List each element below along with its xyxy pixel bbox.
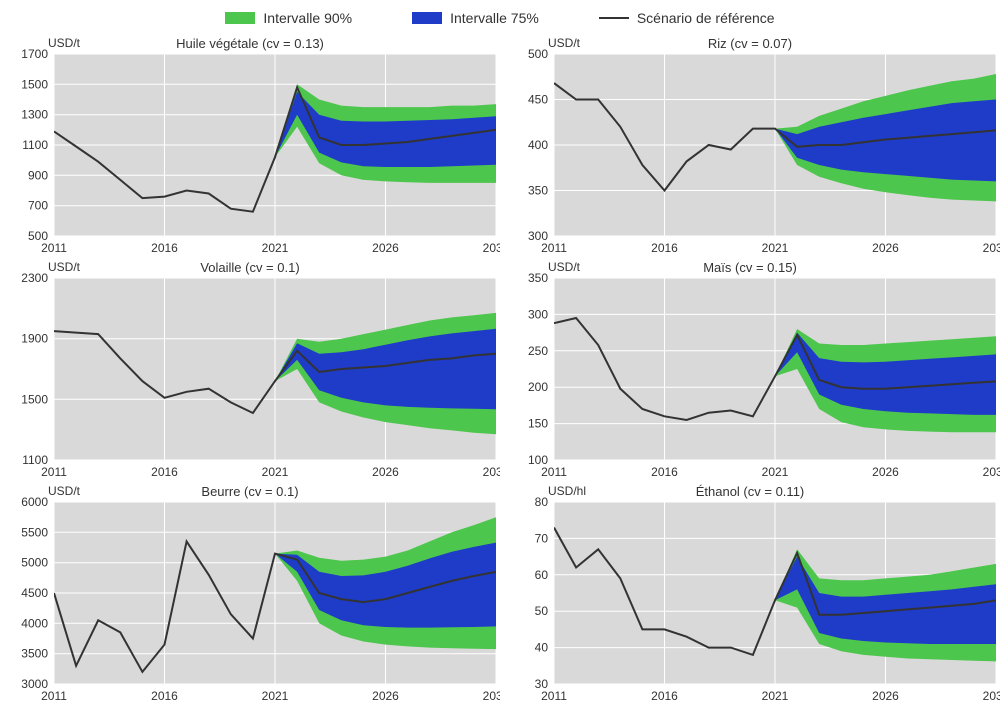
svg-text:350: 350 [528, 184, 548, 198]
x-axis: 2011 2016 2021 2026 2031 [541, 465, 1000, 479]
x-axis: 2011 2016 2021 2026 2031 [541, 689, 1000, 703]
panel-maize: USD/t Maïs (cv = 0.15) 10015020025030035… [500, 256, 1000, 480]
panel-title: Riz (cv = 0.07) [500, 36, 1000, 51]
svg-text:2031: 2031 [483, 465, 500, 479]
legend-item-reference: Scénario de référence [599, 10, 775, 26]
svg-text:2016: 2016 [151, 241, 178, 255]
svg-text:4500: 4500 [21, 586, 48, 600]
panel-butter: USD/t Beurre (cv = 0.1) 3000350040004500… [0, 480, 500, 704]
svg-text:2011: 2011 [541, 465, 567, 479]
svg-text:70: 70 [535, 531, 549, 545]
svg-text:400: 400 [528, 138, 548, 152]
svg-text:1900: 1900 [21, 332, 48, 346]
svg-text:250: 250 [528, 344, 548, 358]
svg-text:3500: 3500 [21, 647, 48, 661]
svg-text:2026: 2026 [372, 241, 399, 255]
panel-svg-poultry: 1100150019002300 20112016202120262031 [0, 256, 500, 480]
svg-text:150: 150 [528, 417, 548, 431]
svg-text:2016: 2016 [651, 465, 678, 479]
x-axis: 2011 2016 2021 2026 2031 [41, 241, 500, 255]
svg-text:60: 60 [535, 568, 549, 582]
svg-text:2021: 2021 [262, 465, 289, 479]
legend-label-reference: Scénario de référence [637, 10, 775, 26]
y-axis: 3000350040004500500055006000 [21, 495, 48, 691]
svg-text:40: 40 [535, 641, 549, 655]
svg-text:2016: 2016 [651, 689, 678, 703]
svg-text:1100: 1100 [22, 138, 48, 152]
svg-text:1300: 1300 [21, 108, 48, 122]
svg-text:2026: 2026 [872, 241, 899, 255]
svg-text:2026: 2026 [872, 465, 899, 479]
svg-text:2016: 2016 [151, 465, 178, 479]
panel-title: Maïs (cv = 0.15) [500, 260, 1000, 275]
legend-label-interval90: Intervalle 90% [263, 10, 352, 26]
svg-text:2016: 2016 [651, 241, 678, 255]
panel-title: Éthanol (cv = 0.11) [500, 484, 1000, 499]
panel-rice: USD/t Riz (cv = 0.07) 300350400450500 20… [500, 32, 1000, 256]
svg-text:2011: 2011 [41, 689, 67, 703]
svg-text:2031: 2031 [983, 689, 1000, 703]
svg-text:5500: 5500 [21, 525, 48, 539]
x-axis: 2011 2016 2021 2026 2031 [41, 465, 500, 479]
interval75-swatch [412, 12, 442, 24]
svg-text:2031: 2031 [983, 241, 1000, 255]
svg-text:2021: 2021 [762, 689, 789, 703]
svg-text:1500: 1500 [21, 392, 48, 406]
svg-text:2021: 2021 [262, 241, 289, 255]
svg-text:2021: 2021 [762, 241, 789, 255]
panel-svg-maize: 100150200250300350 20112016202120262031 [500, 256, 1000, 480]
svg-text:2016: 2016 [151, 689, 178, 703]
panel-svg-veg_oil: 5007009001100130015001700 20112016202120… [0, 32, 500, 256]
y-axis: 1100150019002300 [21, 271, 48, 467]
legend-item-interval75: Intervalle 75% [412, 10, 539, 26]
x-axis: 2011 2016 2021 2026 2031 [41, 689, 500, 703]
svg-text:2026: 2026 [872, 689, 899, 703]
svg-text:4000: 4000 [21, 616, 48, 630]
svg-text:2021: 2021 [262, 689, 289, 703]
interval90-swatch [225, 12, 255, 24]
panel-title: Huile végétale (cv = 0.13) [0, 36, 500, 51]
panel-ethanol: USD/hl Éthanol (cv = 0.11) 304050607080 … [500, 480, 1000, 704]
svg-text:2031: 2031 [983, 465, 1000, 479]
svg-text:900: 900 [28, 168, 48, 182]
svg-text:2011: 2011 [541, 241, 567, 255]
legend: Intervalle 90% Intervalle 75% Scénario d… [0, 0, 1000, 32]
svg-text:50: 50 [535, 604, 549, 618]
legend-label-interval75: Intervalle 75% [450, 10, 539, 26]
y-axis: 300350400450500 [528, 47, 548, 243]
svg-text:200: 200 [528, 380, 548, 394]
svg-text:1500: 1500 [21, 77, 48, 91]
legend-item-interval90: Intervalle 90% [225, 10, 352, 26]
chart-grid: USD/t Huile végétale (cv = 0.13) 5007009… [0, 32, 1000, 704]
svg-text:2026: 2026 [372, 689, 399, 703]
svg-text:2021: 2021 [762, 465, 789, 479]
svg-text:2011: 2011 [541, 689, 567, 703]
svg-text:2011: 2011 [41, 465, 67, 479]
x-axis: 2011 2016 2021 2026 2031 [541, 241, 1000, 255]
panel-svg-rice: 300350400450500 20112016202120262031 [500, 32, 1000, 256]
svg-text:300: 300 [528, 307, 548, 321]
panel-svg-ethanol: 304050607080 20112016202120262031 [500, 480, 1000, 704]
svg-text:450: 450 [528, 93, 548, 107]
panel-title: Beurre (cv = 0.1) [0, 484, 500, 499]
svg-text:5000: 5000 [21, 556, 48, 570]
svg-text:700: 700 [28, 199, 48, 213]
svg-text:2011: 2011 [41, 241, 67, 255]
svg-text:2026: 2026 [372, 465, 399, 479]
y-axis: 100150200250300350 [528, 271, 548, 467]
svg-text:2031: 2031 [483, 241, 500, 255]
y-axis: 304050607080 [535, 495, 549, 691]
svg-text:2031: 2031 [483, 689, 500, 703]
reference-swatch [599, 17, 629, 19]
panel-poultry: USD/t Volaille (cv = 0.1) 11001500190023… [0, 256, 500, 480]
panel-title: Volaille (cv = 0.1) [0, 260, 500, 275]
panel-svg-butter: 3000350040004500500055006000 20112016202… [0, 480, 500, 704]
y-axis: 5007009001100130015001700 [21, 47, 48, 243]
panel-veg_oil: USD/t Huile végétale (cv = 0.13) 5007009… [0, 32, 500, 256]
